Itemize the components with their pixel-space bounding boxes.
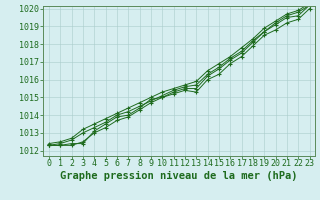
X-axis label: Graphe pression niveau de la mer (hPa): Graphe pression niveau de la mer (hPa) xyxy=(60,171,298,181)
